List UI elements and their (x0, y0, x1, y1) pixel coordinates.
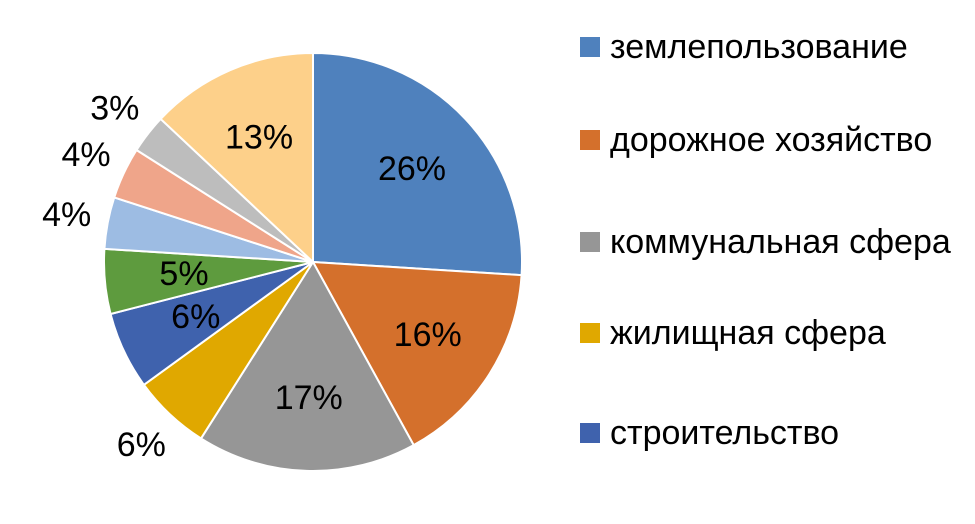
legend-label-5: строительство (610, 414, 840, 452)
data-label-9: 3% (90, 89, 139, 127)
data-label-2: 16% (394, 316, 462, 354)
data-label-3: 17% (275, 379, 343, 417)
pie-slice-2 (311, 260, 523, 447)
legend-swatch-1 (580, 37, 600, 57)
legend-item-2: дорожное хозяйство (580, 120, 932, 160)
legend-swatch-5 (580, 423, 600, 443)
legend-label-4: жилищная сфера (610, 314, 886, 352)
data-label-5: 6% (171, 298, 220, 336)
data-label-4: 6% (117, 426, 166, 464)
data-label-7: 4% (42, 196, 91, 234)
legend-item-4: жилищная сфера (580, 313, 886, 353)
pie-slice-1 (312, 51, 523, 277)
legend-swatch-3 (580, 232, 600, 252)
data-label-6: 5% (159, 255, 208, 293)
data-label-1: 26% (378, 150, 446, 188)
legend-label-2: дорожное хозяйство (610, 121, 933, 159)
pie-slice-10 (159, 51, 314, 265)
legend-swatch-2 (580, 130, 600, 150)
legend-label-1: землепользование (610, 28, 908, 66)
legend-item-5: строительство (580, 413, 839, 453)
data-label-10: 13% (225, 118, 293, 156)
data-label-8: 4% (61, 136, 110, 174)
legend-swatch-4 (580, 323, 600, 343)
pie-slice-3 (199, 260, 416, 472)
legend-item-3: коммунальная сфера (580, 222, 951, 262)
legend-item-1: землепользование (580, 27, 908, 67)
legend-label-3: коммунальная сфера (610, 223, 951, 261)
